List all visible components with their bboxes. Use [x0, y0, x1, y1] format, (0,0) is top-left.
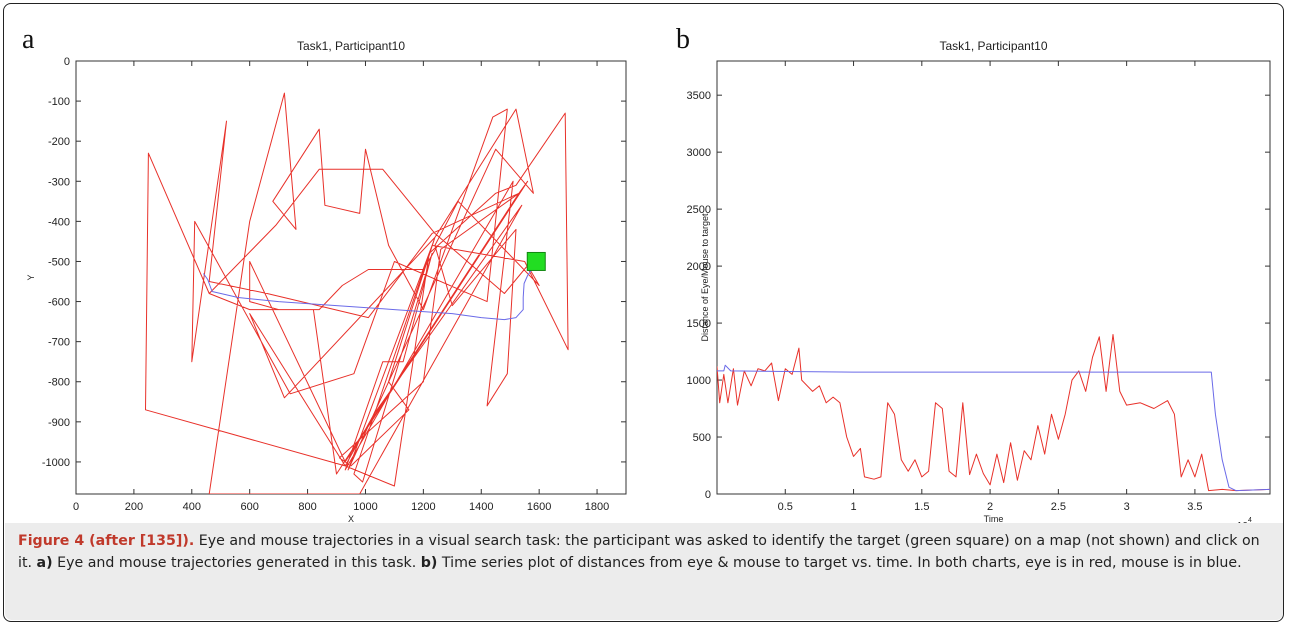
x-tick-label: 1	[850, 501, 856, 513]
y-tick-label: 0	[64, 56, 70, 68]
y-tick-label: -100	[48, 96, 70, 108]
x-tick-label: 1.5	[914, 501, 929, 513]
x-tick-label: 0	[73, 501, 79, 513]
x-axis-label: X	[348, 514, 354, 524]
y-tick-label: 3500	[687, 90, 711, 102]
panel-a-letter: a	[22, 24, 35, 55]
y-tick-label: -1000	[42, 457, 70, 469]
y-tick-label: -600	[48, 297, 70, 309]
x-tick-label: 1600	[527, 501, 551, 513]
y-tick-label: -700	[48, 337, 70, 349]
x-exponent: 4	[1248, 517, 1252, 524]
y-tick-label: -300	[48, 176, 70, 188]
panel-b-letter: b	[676, 24, 690, 55]
y-tick-label: 2000	[687, 261, 711, 273]
y-tick-label: 1000	[687, 375, 711, 387]
x-tick-label: 400	[183, 501, 201, 513]
x-axis-label: Time	[984, 514, 1004, 524]
distance-time-chart: Task1, Participant10 0.5 1 1.5 2 2.5 3 3.5 0 500 1…	[687, 39, 1271, 532]
y-axis-label: Y	[26, 274, 36, 280]
y-tick-label: -500	[48, 256, 70, 268]
eye-series-line	[145, 92, 569, 494]
x-tick-label: 1000	[353, 501, 377, 513]
mouse-series-line	[202, 269, 533, 321]
x-tick-label: 600	[241, 501, 259, 513]
plot-area	[75, 60, 627, 495]
target-marker	[526, 251, 546, 271]
x-tick-label: 1200	[411, 501, 435, 513]
trajectory-chart: Task1, Participant10 0 200 400 600 800 1000 120…	[26, 39, 627, 524]
chart-title: Task1, Participant10	[297, 39, 405, 53]
y-tick-label: -200	[48, 136, 70, 148]
plot-area	[716, 60, 1271, 495]
y-tick-label: -800	[48, 377, 70, 389]
chart-title: Task1, Participant10	[939, 39, 1047, 53]
y-tick-label: -900	[48, 417, 70, 429]
x-tick-label: 1800	[585, 501, 609, 513]
y-tick-label: 1500	[687, 318, 711, 330]
caption-label: Figure 4 (after [135]).	[18, 533, 195, 549]
y-axis-label: Distance of Eye/Mouse to target	[700, 213, 710, 342]
x-tick-label: 1400	[469, 501, 493, 513]
x-tick-label: 3	[1124, 501, 1130, 513]
eye-series-line	[717, 334, 1270, 492]
figure-frame	[3, 3, 1284, 622]
x-tick-label: 2.5	[1051, 501, 1066, 513]
figure-caption: Figure 4 (after [135]). Eye and mouse tr…	[18, 530, 1268, 574]
caption-background	[5, 523, 1283, 620]
x-tick-label: 3.5	[1187, 501, 1202, 513]
x-tick-label: 200	[125, 501, 143, 513]
mouse-series-line	[717, 364, 1270, 492]
caption-a-label: a)	[36, 555, 53, 571]
x-tick-label: 0.5	[778, 501, 793, 513]
y-tick-label: -400	[48, 216, 70, 228]
caption-b-label: b)	[420, 555, 438, 571]
caption-b-text: Time series plot of distances from eye &…	[437, 555, 1242, 571]
x-tick-label: 2	[987, 501, 993, 513]
caption-intro: Eye and mouse trajectories in a visual s…	[18, 533, 1260, 571]
y-tick-label: 3000	[687, 147, 711, 159]
y-tick-label: 2500	[687, 204, 711, 216]
caption-a-text: Eye and mouse trajectories generated in …	[52, 555, 421, 571]
x-tick-label: 800	[298, 501, 316, 513]
y-tick-label: 500	[693, 432, 711, 444]
y-tick-label: 0	[705, 489, 711, 501]
